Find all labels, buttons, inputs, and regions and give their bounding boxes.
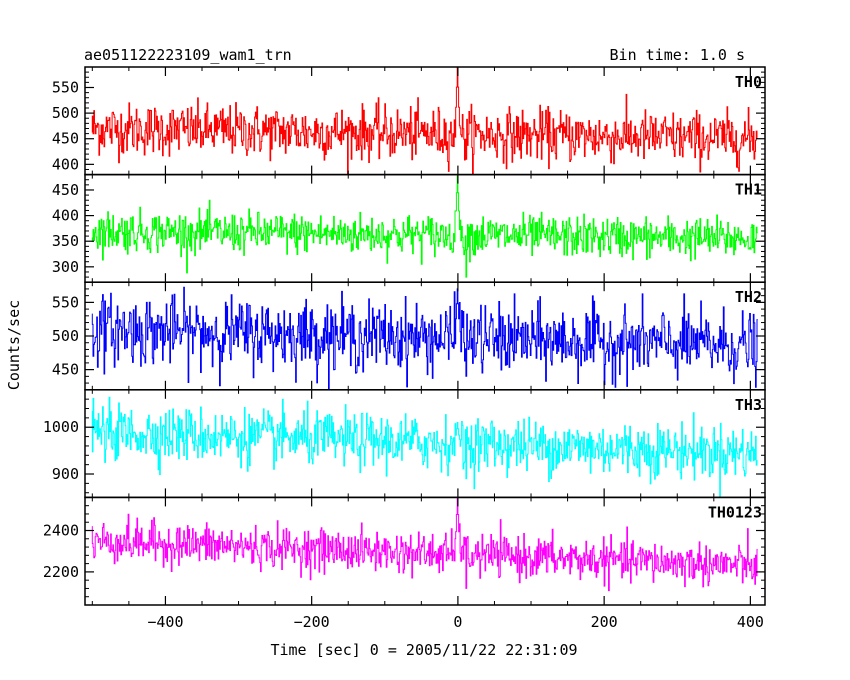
y-tick-label: 350	[52, 232, 79, 250]
panel-label-th0: TH0	[735, 73, 762, 91]
y-tick-label: 450	[52, 181, 79, 199]
y-tick-label: 450	[52, 361, 79, 379]
x-axis-label: Time [sec] 0 = 2005/11/22 22:31:09	[270, 641, 577, 659]
panel-th1: 300 350 400 450 TH1	[52, 173, 766, 283]
y-tick-label: 400	[52, 207, 79, 225]
x-tick-label: 400	[737, 613, 764, 631]
y-tick-label: 500	[52, 104, 79, 122]
panel-label-th1: TH1	[735, 181, 762, 199]
panel-th2: 450 500 550 TH2	[52, 281, 766, 391]
panel-frame	[84, 496, 766, 606]
panel-th0123: 2200 2400 TH0123	[43, 496, 766, 606]
y-tick-label: 1000	[43, 418, 79, 436]
series-th0	[91, 67, 758, 175]
y-tick-label: 900	[52, 465, 79, 483]
y-tick-label: 550	[52, 293, 79, 311]
y-tick-label: 300	[52, 258, 79, 276]
bin-time-label: Bin time: 1.0 s	[610, 46, 745, 64]
y-tick-label: 2200	[43, 563, 79, 581]
y-tick-label: 2400	[43, 522, 79, 540]
panel-label-th3: TH3	[735, 396, 762, 414]
y-tick-label: 400	[52, 155, 79, 173]
panel-th0: 400 450 500 550 TH0	[52, 66, 766, 176]
x-tick-label: −400	[147, 613, 183, 631]
chart-title: ae051122223109_wam1_trn	[84, 46, 292, 64]
series-th3	[91, 396, 758, 498]
x-axis: −400 −200 0 200 400	[147, 613, 764, 631]
panel-label-th0123: TH0123	[708, 503, 762, 521]
x-tick-label: −200	[294, 613, 330, 631]
y-tick-label: 550	[52, 78, 79, 96]
y-axis-label: Counts/sec	[5, 300, 23, 390]
series-th2	[91, 286, 758, 390]
x-tick-label: 0	[453, 613, 462, 631]
series-th1	[91, 174, 758, 278]
y-tick-label: 500	[52, 327, 79, 345]
y-tick-label: 450	[52, 130, 79, 148]
panel-th3: 900 1000 TH3	[43, 389, 766, 499]
x-tick-label: 200	[591, 613, 618, 631]
panel-label-th2: TH2	[735, 288, 762, 306]
panels: 400 450 500 550 TH0 300 350 400 450 TH1 450 500 550 T…	[43, 66, 766, 606]
series-th0123	[91, 497, 758, 592]
